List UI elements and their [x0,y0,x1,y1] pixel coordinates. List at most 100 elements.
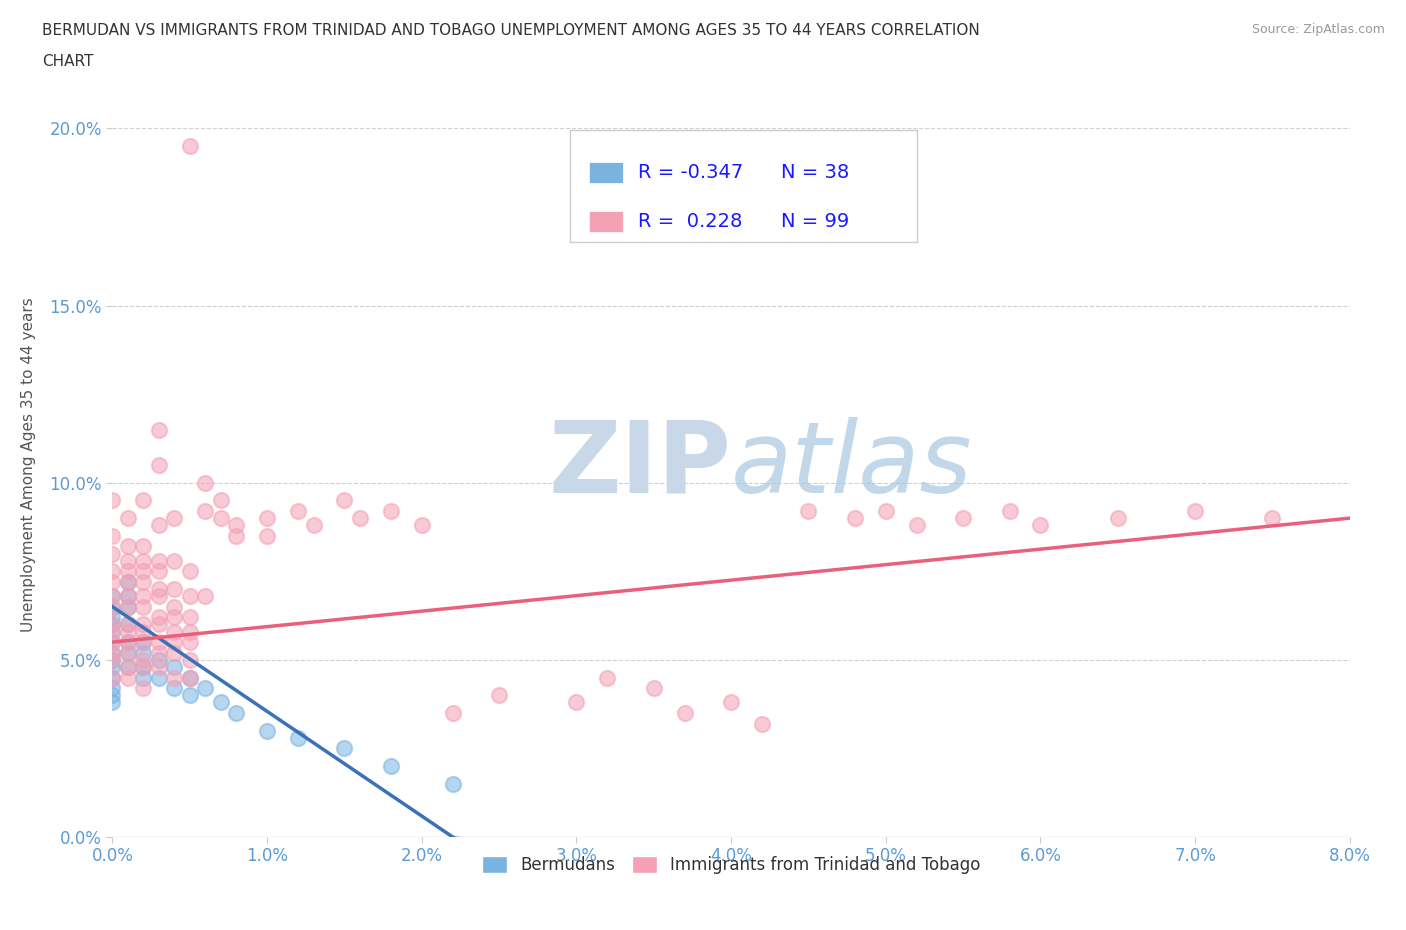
Text: BERMUDAN VS IMMIGRANTS FROM TRINIDAD AND TOBAGO UNEMPLOYMENT AMONG AGES 35 TO 44: BERMUDAN VS IMMIGRANTS FROM TRINIDAD AND… [42,23,980,38]
Point [225,518,247,533]
Text: Source: ZipAtlas.com: Source: ZipAtlas.com [1251,23,1385,36]
Point [163,659,186,674]
Point [101,589,124,604]
Point [148,645,170,660]
Point [179,671,201,685]
Point [101,659,124,674]
Point [1261,511,1284,525]
Point [101,653,124,668]
Point [117,645,139,660]
Point [209,695,232,710]
Point [256,528,278,543]
Point [209,511,232,525]
Point [101,610,124,625]
Point [101,688,124,703]
Point [148,659,170,674]
Point [101,599,124,614]
Point [1184,504,1206,519]
Point [998,504,1021,519]
Point [349,511,371,525]
Point [101,617,124,631]
Point [117,624,139,639]
Point [411,518,433,533]
Point [148,518,170,533]
Point [163,681,186,696]
Point [117,564,139,578]
Point [179,139,201,153]
Point [101,671,124,685]
Legend: Bermudans, Immigrants from Trinidad and Tobago: Bermudans, Immigrants from Trinidad and … [475,849,987,881]
Point [132,659,155,674]
Point [179,634,201,649]
Point [101,645,124,660]
Point [1029,518,1052,533]
Point [333,741,356,756]
Point [256,724,278,738]
Point [1107,511,1129,525]
Point [117,659,139,674]
Point [101,671,124,685]
Point [117,659,139,674]
Point [163,581,186,596]
Point [148,671,170,685]
Point [117,599,139,614]
Point [132,575,155,590]
Point [148,617,170,631]
Point [179,653,201,668]
Y-axis label: Unemployment Among Ages 35 to 44 years: Unemployment Among Ages 35 to 44 years [21,298,35,632]
Point [643,681,665,696]
Point [720,695,742,710]
Point [132,681,155,696]
Point [101,624,124,639]
Point [101,589,124,604]
Point [101,599,124,614]
Point [132,589,155,604]
Point [163,671,186,685]
Point [952,511,974,525]
Point [441,777,464,791]
Point [101,681,124,696]
Point [132,553,155,568]
Point [117,575,139,590]
Point [179,671,201,685]
Point [163,511,186,525]
Point [488,688,510,703]
Point [148,610,170,625]
Point [101,575,124,590]
Point [225,528,247,543]
Point [287,504,309,519]
Point [148,581,170,596]
Point [117,599,139,614]
Point [148,458,170,472]
Point [163,599,186,614]
Text: R = -0.347: R = -0.347 [638,163,744,182]
Point [148,589,170,604]
Point [117,589,139,604]
Text: atlas: atlas [731,417,973,513]
Text: N = 99: N = 99 [780,212,849,232]
Point [673,706,696,721]
Point [797,504,820,519]
Point [148,634,170,649]
Point [117,553,139,568]
Point [101,653,124,668]
Point [163,553,186,568]
Point [101,634,124,649]
Point [101,695,124,710]
Point [101,645,124,660]
Point [751,716,773,731]
FancyBboxPatch shape [571,130,917,242]
Text: CHART: CHART [42,54,94,69]
Point [132,539,155,554]
Point [163,634,186,649]
Point [132,634,155,649]
Point [132,634,155,649]
Point [132,653,155,668]
Point [302,518,325,533]
Point [117,634,139,649]
Point [101,617,124,631]
Point [844,511,866,525]
Point [117,539,139,554]
Point [132,671,155,685]
Point [148,553,170,568]
